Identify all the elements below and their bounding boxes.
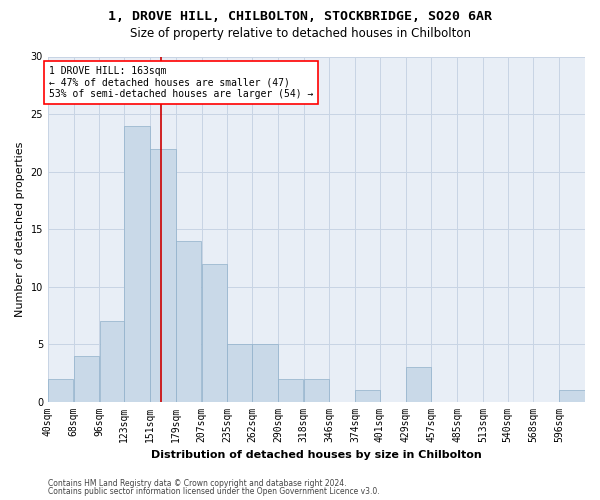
Bar bbox=[304, 378, 329, 402]
Bar bbox=[124, 126, 150, 402]
Text: 1, DROVE HILL, CHILBOLTON, STOCKBRIDGE, SO20 6AR: 1, DROVE HILL, CHILBOLTON, STOCKBRIDGE, … bbox=[108, 10, 492, 23]
Bar bbox=[278, 378, 304, 402]
Text: 1 DROVE HILL: 163sqm
← 47% of detached houses are smaller (47)
53% of semi-detac: 1 DROVE HILL: 163sqm ← 47% of detached h… bbox=[49, 66, 313, 99]
Bar bbox=[202, 264, 227, 402]
Bar bbox=[406, 367, 431, 402]
Y-axis label: Number of detached properties: Number of detached properties bbox=[15, 142, 25, 316]
Bar bbox=[559, 390, 585, 402]
Bar bbox=[74, 356, 99, 402]
Bar bbox=[253, 344, 278, 402]
Bar bbox=[100, 321, 124, 402]
X-axis label: Distribution of detached houses by size in Chilbolton: Distribution of detached houses by size … bbox=[151, 450, 482, 460]
Bar bbox=[48, 378, 73, 402]
Bar bbox=[176, 240, 201, 402]
Text: Size of property relative to detached houses in Chilbolton: Size of property relative to detached ho… bbox=[130, 28, 470, 40]
Text: Contains public sector information licensed under the Open Government Licence v3: Contains public sector information licen… bbox=[48, 487, 380, 496]
Text: Contains HM Land Registry data © Crown copyright and database right 2024.: Contains HM Land Registry data © Crown c… bbox=[48, 478, 347, 488]
Bar bbox=[150, 148, 176, 402]
Bar bbox=[355, 390, 380, 402]
Bar bbox=[227, 344, 252, 402]
